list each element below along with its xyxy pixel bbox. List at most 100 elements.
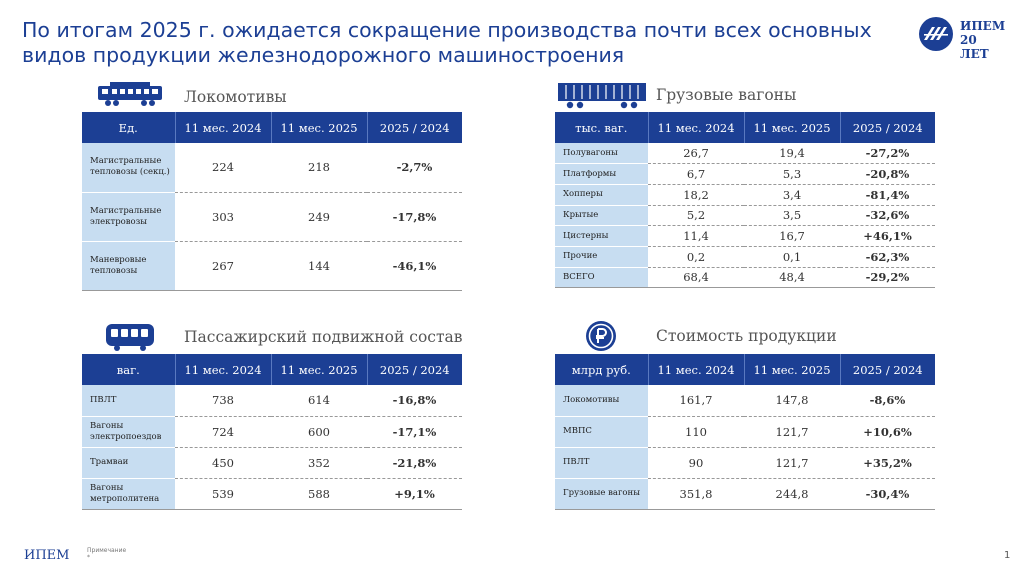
row-label: Цистерны — [555, 225, 648, 247]
value-2025: 147,8 — [744, 385, 840, 417]
value-table: млрд руб. 11 мес. 2024 11 мес. 2025 2025… — [555, 354, 935, 510]
value-2025: 0,1 — [744, 246, 840, 268]
page-title: По итогам 2025 г. ожидается сокращение п… — [22, 18, 872, 67]
table-row: Грузовые вагоны 351,8 244,8 -30,4% — [555, 478, 935, 510]
change-value: -46,1% — [367, 241, 462, 291]
change-value: -29,2% — [840, 267, 935, 289]
change-value: -62,3% — [840, 246, 935, 268]
row-label: Грузовые вагоны — [555, 478, 648, 510]
value-2024: 351,8 — [648, 478, 744, 510]
table-header: 2025 / 2024 — [840, 354, 935, 385]
row-label: Вагоны электропоездов — [82, 416, 175, 448]
value-2024: 110 — [648, 416, 744, 448]
freight-label: Грузовые вагоны — [656, 86, 797, 104]
passenger-car-icon — [106, 324, 154, 351]
value-section-header: Стоимость продукции — [585, 320, 925, 351]
passenger-label: Пассажирский подвижной состав — [184, 328, 463, 346]
value-2024: 11,4 — [648, 225, 744, 247]
value-2024: 68,4 — [648, 267, 744, 289]
change-value: -16,8% — [367, 385, 462, 417]
value-2025: 249 — [271, 192, 367, 242]
change-value: -81,4% — [840, 184, 935, 206]
freight-wagon-icon — [558, 83, 646, 109]
table-header: ваг. — [82, 354, 176, 385]
value-2025: 19,4 — [744, 143, 840, 165]
table-row: Магистральные тепловозы (секц.) 224 218 … — [82, 143, 462, 193]
page-number: 1 — [1004, 550, 1011, 561]
row-label: Прочие — [555, 246, 648, 268]
table-header: 11 мес. 2025 — [271, 354, 368, 385]
table-header: 2025 / 2024 — [367, 112, 462, 143]
table-row: Платформы 6,7 5,3 -20,8% — [555, 163, 935, 185]
footer-brand: ИПЕМ — [24, 548, 70, 563]
footer-note: Примечание * — [87, 547, 126, 561]
table-header: 11 мес. 2025 — [744, 354, 841, 385]
value-2024: 738 — [175, 385, 271, 417]
table-header: 2025 / 2024 — [367, 354, 462, 385]
row-label: Крытые — [555, 205, 648, 227]
row-label: ПВЛТ — [82, 385, 175, 417]
value-2025: 144 — [271, 241, 367, 291]
row-label: Полувагоны — [555, 143, 648, 165]
ipem-logo-icon — [919, 17, 953, 51]
table-header: 2025 / 2024 — [840, 112, 935, 143]
value-2024: 6,7 — [648, 163, 744, 185]
value-2024: 0,2 — [648, 246, 744, 268]
table-header: 11 мес. 2024 — [175, 112, 272, 143]
row-label: ПВЛТ — [555, 447, 648, 479]
value-2025: 16,7 — [744, 225, 840, 247]
row-label: МВПС — [555, 416, 648, 448]
value-2024: 267 — [175, 241, 271, 291]
table-row: Крытые 5,2 3,5 -32,6% — [555, 205, 935, 227]
value-2025: 614 — [271, 385, 367, 417]
passenger-table: ваг. 11 мес. 2024 11 мес. 2025 2025 / 20… — [82, 354, 462, 510]
row-label: Трамваи — [82, 447, 175, 479]
change-value: -17,8% — [367, 192, 462, 242]
change-value: -27,2% — [840, 143, 935, 165]
change-value: +10,6% — [840, 416, 935, 448]
change-value: +35,2% — [840, 447, 935, 479]
table-row: ПВЛТ 738 614 -16,8% — [82, 385, 462, 417]
change-value: -17,1% — [367, 416, 462, 448]
value-2025: 121,7 — [744, 416, 840, 448]
table-row: Хопперы 18,2 3,4 -81,4% — [555, 184, 935, 206]
table-row: Магистральные электровозы 303 249 -17,8% — [82, 192, 462, 242]
change-value: -20,8% — [840, 163, 935, 185]
value-2024: 5,2 — [648, 205, 744, 227]
freight-section-header: Грузовые вагоны — [556, 80, 936, 110]
locomotives-table: Ед. 11 мес. 2024 11 мес. 2025 2025 / 202… — [82, 112, 462, 291]
value-2024: 724 — [175, 416, 271, 448]
table-header: 11 мес. 2025 — [271, 112, 368, 143]
value-2024: 26,7 — [648, 143, 744, 165]
change-value: +9,1% — [367, 478, 462, 510]
row-label: Магистральные тепловозы (секц.) — [82, 143, 175, 193]
ruble-icon — [586, 321, 616, 351]
value-2025: 5,3 — [744, 163, 840, 185]
value-2024: 303 — [175, 192, 271, 242]
freight-table: тыс. ваг. 11 мес. 2024 11 мес. 2025 2025… — [555, 112, 935, 289]
table-header: 11 мес. 2025 — [744, 112, 841, 143]
value-label: Стоимость продукции — [656, 327, 837, 345]
value-2025: 244,8 — [744, 478, 840, 510]
change-value: -21,8% — [367, 447, 462, 479]
table-row: Прочие 0,2 0,1 -62,3% — [555, 246, 935, 268]
change-value: -8,6% — [840, 385, 935, 417]
table-header: 11 мес. 2024 — [648, 112, 745, 143]
row-label: Маневровые тепловозы — [82, 241, 175, 291]
row-label: ВСЕГО — [555, 267, 648, 289]
value-2024: 224 — [175, 143, 271, 193]
value-2024: 450 — [175, 447, 271, 479]
value-2024: 539 — [175, 478, 271, 510]
table-row: Трамваи 450 352 -21,8% — [82, 447, 462, 479]
table-row: Локомотивы 161,7 147,8 -8,6% — [555, 385, 935, 417]
passenger-section-header: Пассажирский подвижной состав — [104, 322, 474, 352]
table-row: ВСЕГО 68,4 48,4 -29,2% — [555, 267, 935, 289]
value-2024: 90 — [648, 447, 744, 479]
row-label: Магистральные электровозы — [82, 192, 175, 242]
table-header: Ед. — [82, 112, 176, 143]
value-2025: 3,5 — [744, 205, 840, 227]
locomotives-section-header: Локомотивы — [96, 80, 466, 110]
value-2025: 48,4 — [744, 267, 840, 289]
table-row: Вагоны метрополитена 539 588 +9,1% — [82, 478, 462, 510]
footer-note-label: Примечание — [87, 547, 127, 554]
